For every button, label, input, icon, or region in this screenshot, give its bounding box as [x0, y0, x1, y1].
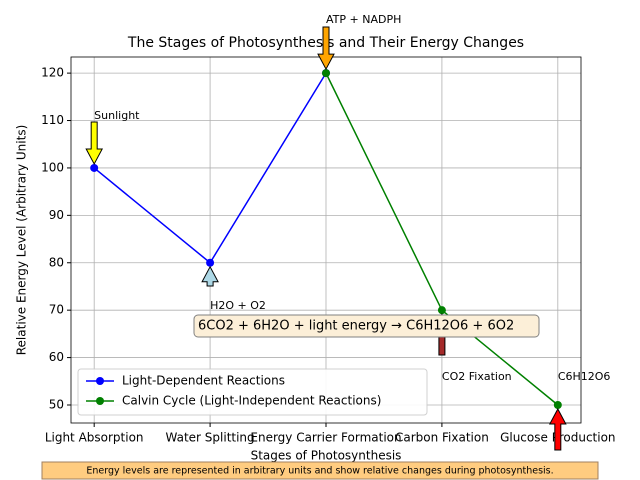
equation: 6CO2 + 6H2O + light energy → C6H12O6 + 6…	[198, 319, 514, 334]
x-tick-label: Carbon Fixation	[395, 431, 489, 445]
y-axis-label: Relative Energy Level (Arbitrary Units)	[15, 125, 29, 356]
legend-marker	[96, 397, 104, 405]
y-tick-label: 80	[49, 255, 64, 269]
y-tick-label: 110	[41, 113, 64, 127]
x-tick-label: Light Absorption	[45, 431, 144, 445]
y-tick-label: 70	[49, 303, 64, 317]
point	[437, 306, 446, 315]
point	[553, 400, 562, 409]
annotation-arrow	[201, 265, 219, 287]
note-box	[41, 461, 599, 480]
annotation-text: Sunlight	[94, 109, 140, 122]
annotation-text: ATP + NADPH	[326, 13, 401, 26]
y-tick-label: 90	[49, 208, 64, 222]
annotation-text: C6H12O6	[558, 370, 611, 383]
y-tick-label: 60	[49, 350, 64, 364]
x-axis-label: Stages of Photosynthesis	[251, 449, 402, 463]
legend-box	[77, 368, 428, 416]
x-tick-label: Energy Carrier Formation	[250, 431, 401, 445]
point	[206, 258, 215, 267]
x-tick-label: Water Splitting	[166, 431, 255, 445]
annotation-arrow	[85, 121, 104, 166]
y-tick-label: 50	[49, 397, 64, 411]
legend-marker	[96, 377, 104, 385]
annotation-arrow	[317, 26, 335, 71]
point	[90, 163, 99, 172]
legend-label: Light-Dependent Reactions	[122, 374, 285, 388]
y-tick-label: 100	[41, 160, 64, 174]
annotation-text: H2O + O2	[210, 299, 266, 312]
equation-box	[193, 314, 540, 338]
legend-label: Calvin Cycle (Light-Independent Reaction…	[122, 394, 381, 408]
note: Energy levels are represented in arbitra…	[86, 466, 553, 477]
point	[322, 69, 330, 78]
legend: Light-Dependent Reactions Calvin Cycle (L…	[77, 368, 428, 416]
y-tick-label: 120	[41, 66, 64, 80]
annotation-arrow	[548, 407, 567, 451]
annotation-text: CO2 Fixation	[442, 370, 512, 383]
